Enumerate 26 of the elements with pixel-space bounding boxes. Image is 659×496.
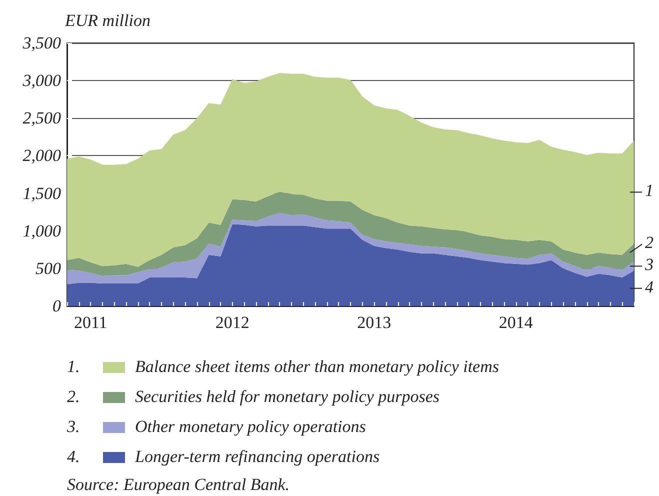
legend-label: Balance sheet items other than monetary policy items (135, 357, 500, 376)
text: 1. (67, 357, 80, 376)
y-axis-title: EUR million (64, 11, 150, 30)
legend-label: Securities held for monetary policy purposes (135, 387, 440, 406)
text: 2. (67, 387, 80, 406)
x-tick-label: 2013 (357, 313, 392, 332)
text: 2 (645, 233, 654, 252)
text: 4 (645, 277, 654, 296)
y-tick-label: 2,500 (22, 108, 62, 128)
source-note: Source: European Central Bank. (67, 475, 290, 494)
x-tick-label: 2012 (215, 313, 250, 332)
x-tick-label: 2011 (74, 313, 108, 332)
y-tick-label: 3,500 (22, 34, 62, 52)
text: 3. (66, 417, 80, 436)
y-tick-label: 3,000 (22, 71, 62, 90)
y-tick-label: 1,500 (22, 184, 62, 203)
text: 4. (67, 447, 80, 466)
x-tick-label: 2014 (498, 313, 534, 332)
text: 3 (644, 255, 654, 274)
text: 1 (645, 181, 654, 200)
y-tick-label: 500 (36, 258, 62, 278)
legend-label: Other monetary policy operations (135, 417, 366, 436)
legend-label: Longer-term refinancing operations (134, 447, 380, 466)
y-tick-label: 0 (52, 296, 62, 316)
y-tick-label: 1,000 (22, 221, 62, 240)
y-tick-label: 2,000 (22, 146, 62, 166)
